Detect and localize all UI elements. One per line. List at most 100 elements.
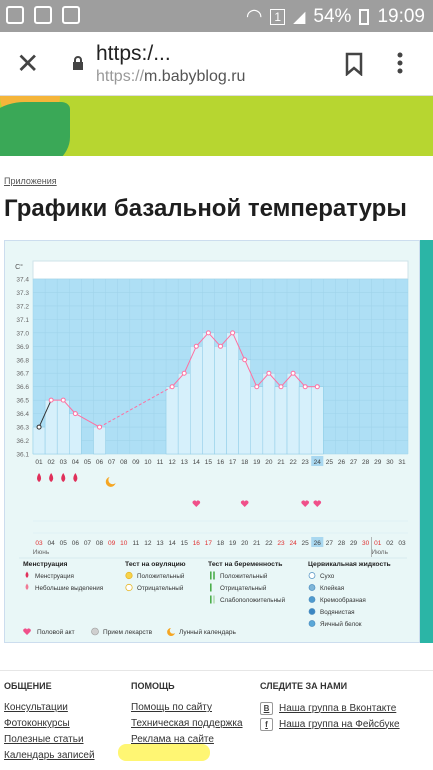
page-url[interactable]: https://m.babyblog.ru xyxy=(96,68,245,86)
x-tick-label: 09 xyxy=(132,459,140,466)
legend-cervical-item: Клейкая xyxy=(320,584,344,592)
pill-icon xyxy=(91,627,99,636)
footer-link-vk[interactable]: B Наша группа в Вконтакте xyxy=(260,700,400,716)
legend-bottom-item: Лунный календарь xyxy=(179,628,236,636)
temperature-point xyxy=(302,384,308,390)
more-menu-icon[interactable] xyxy=(396,52,404,74)
legend-pregnancy-item: Положительный xyxy=(220,572,268,580)
drop-icon xyxy=(25,571,29,578)
footer-link-articles[interactable]: Полезные статьи xyxy=(4,734,84,745)
footer-link-calendar[interactable]: Календарь записей xyxy=(4,750,95,761)
y-tick-label: 36.7 xyxy=(16,371,29,378)
temperature-bar xyxy=(286,372,300,455)
temperature-bar xyxy=(69,413,82,455)
calendar-date: 06 xyxy=(72,540,80,547)
legend-menstruation-title: Менструация xyxy=(23,561,68,568)
temperature-line-segment xyxy=(244,359,258,387)
battery-icon xyxy=(359,8,370,25)
calendar-date: 11 xyxy=(132,540,139,547)
temperature-line-segment xyxy=(75,413,100,428)
legend-cervical-item: Яичный белок xyxy=(320,620,362,628)
calendar-date: 27 xyxy=(326,540,334,547)
cervical-fluid-icon xyxy=(308,584,316,591)
calendar-date: 13 xyxy=(156,540,164,547)
legend-bottom-item: Половой акт xyxy=(37,628,75,636)
footer-heading: ОБЩЕНИЕ xyxy=(4,681,52,691)
x-tick-label: 15 xyxy=(205,459,213,466)
temperature-point xyxy=(266,370,272,376)
footer-link-photo-contests[interactable]: Фотоконкурсы xyxy=(4,718,70,729)
x-tick-label: 05 xyxy=(84,459,92,466)
image-icon xyxy=(34,6,52,24)
x-tick-label: 02 xyxy=(48,459,56,466)
x-tick-label: 07 xyxy=(108,459,116,466)
legend-cervical-item: Сухо xyxy=(320,573,335,580)
footer-link-consultations[interactable]: Консультации xyxy=(4,702,68,713)
intercourse-heart-icon xyxy=(192,500,201,507)
footer-link-support[interactable]: Техническая поддержка xyxy=(131,718,243,729)
temperature-bar xyxy=(238,359,251,455)
url-host: m.babyblog.ru xyxy=(144,68,246,85)
pregnancy-test-icon xyxy=(213,571,215,580)
x-tick-label: 14 xyxy=(193,459,201,466)
y-tick-label: 37.2 xyxy=(16,303,29,310)
calendar-date: 24 xyxy=(289,540,297,547)
calendar-date: 28 xyxy=(338,540,346,547)
bookmark-icon[interactable] xyxy=(344,52,364,76)
calendar-date: 23 xyxy=(277,540,285,547)
footer-link-facebook[interactable]: f Наша группа на Фейсбуке xyxy=(260,716,400,732)
temperature-point xyxy=(193,343,199,349)
wifi-icon: ◠ xyxy=(245,6,263,27)
menstruation-icon xyxy=(73,473,78,482)
temperature-bar xyxy=(44,399,58,455)
footer-link-ads[interactable]: Реклама на сайте xyxy=(131,734,214,745)
page-url-title[interactable]: https:/... xyxy=(96,42,171,65)
clock: 19:09 xyxy=(377,5,425,27)
calendar-date: 26 xyxy=(314,540,322,547)
y-tick-label: 36.6 xyxy=(16,384,29,391)
temperature-line-segment xyxy=(220,332,233,347)
pregnancy-test-icon xyxy=(210,571,212,580)
ad-banner[interactable] xyxy=(0,96,433,156)
url-scheme: https:// xyxy=(96,68,145,85)
legend-pregnancy-item: Слабоположительный xyxy=(220,596,286,604)
x-tick-label: 24 xyxy=(314,459,322,466)
x-tick-label: 26 xyxy=(338,459,346,466)
drop-icon xyxy=(25,583,29,590)
calendar-date: 21 xyxy=(253,540,261,547)
x-tick-label: 06 xyxy=(96,459,104,466)
temperature-point xyxy=(97,424,103,430)
month-label: Июль xyxy=(371,549,388,556)
y-tick-label: 37.0 xyxy=(16,330,29,337)
temperature-point xyxy=(218,343,223,349)
legend-menstruation-item: Менструация xyxy=(35,573,74,580)
highlight-marker xyxy=(118,744,210,761)
footer-col-help: ПОМОЩЬ Помощь по сайту Техническая подде… xyxy=(131,681,243,748)
y-axis-unit: C° xyxy=(15,263,23,271)
temperature-line-segment xyxy=(208,332,221,347)
calendar-date: 02 xyxy=(386,540,394,547)
calendar-date: 16 xyxy=(193,540,201,547)
legend-ovulation-item: Отрицательный xyxy=(137,584,184,592)
footer-link-help[interactable]: Помощь по сайту xyxy=(131,702,212,713)
footer-heading: СЛЕДИТЕ ЗА НАМИ xyxy=(260,681,348,691)
temperature-bar xyxy=(274,386,288,455)
page-title: Графики базальной температуры xyxy=(4,195,407,222)
x-tick-label: 20 xyxy=(265,459,273,466)
temperature-point xyxy=(205,330,211,336)
temperature-point xyxy=(72,411,78,417)
breadcrumb[interactable]: Приложения xyxy=(4,176,57,186)
y-tick-label: 37.3 xyxy=(16,290,29,297)
temperature-line-segment xyxy=(292,372,306,388)
facebook-icon: f xyxy=(260,717,273,731)
menstruation-icon xyxy=(37,473,42,482)
intercourse-heart-icon xyxy=(240,500,249,507)
x-tick-label: 13 xyxy=(181,459,189,466)
calendar-date: 30 xyxy=(362,540,370,547)
x-tick-label: 28 xyxy=(362,459,370,466)
calendar-date: 01 xyxy=(374,540,382,547)
close-icon[interactable]: ✕ xyxy=(16,48,40,79)
temperature-point xyxy=(290,370,296,376)
y-tick-label: 36.2 xyxy=(16,438,29,445)
temperature-line-segment xyxy=(183,346,197,374)
